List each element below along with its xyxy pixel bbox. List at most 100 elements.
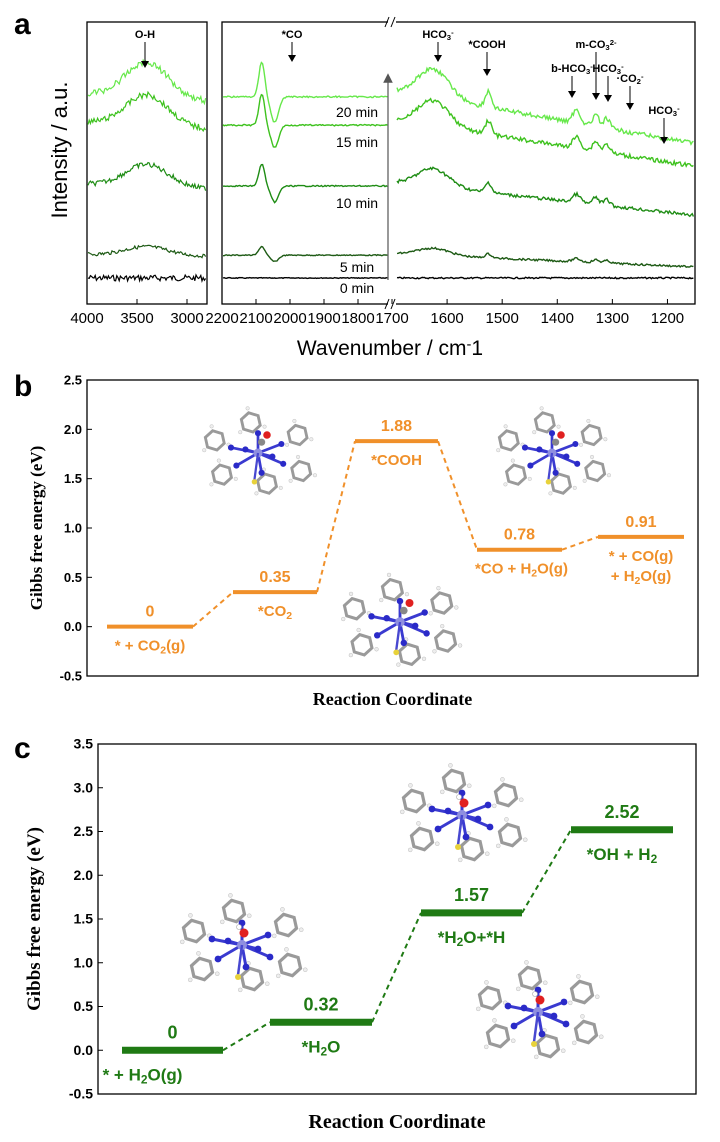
hydrogen-atom bbox=[476, 1006, 481, 1012]
phenyl-ring bbox=[497, 822, 523, 848]
spectrum-oh-15-min bbox=[87, 90, 207, 133]
panel-a: a Intensity / a.u. 4000 3500 3000 2200 2100 200… bbox=[14, 8, 696, 360]
peak-annotation: O-H bbox=[135, 29, 155, 41]
peak-arrow-head bbox=[604, 95, 612, 102]
nitrogen-atom bbox=[486, 823, 494, 831]
hydrogen-atom bbox=[284, 947, 289, 952]
hydrogen-atom bbox=[233, 476, 238, 481]
hydrogen-atom bbox=[496, 843, 501, 849]
y-tick-label: 0.5 bbox=[74, 998, 94, 1014]
phenyl-ring bbox=[533, 411, 556, 434]
hydrogen-atom bbox=[576, 974, 581, 979]
phenyl-ring bbox=[181, 918, 207, 944]
x-tick-label: 1400 bbox=[541, 310, 574, 327]
axis-break-mark bbox=[390, 16, 396, 28]
phenyl-ring bbox=[401, 788, 427, 814]
axial-bond bbox=[532, 1011, 540, 1043]
hydrogen-atom bbox=[500, 777, 505, 782]
hydrogen-atom bbox=[523, 837, 528, 842]
energy-value-label: 0.78 bbox=[504, 527, 535, 544]
phenyl-ring bbox=[504, 463, 528, 486]
x-tick-label: 4000 bbox=[70, 310, 103, 327]
nitrogen-atom bbox=[504, 1002, 512, 1010]
molecule-structure bbox=[496, 406, 611, 496]
nitrogen-atom bbox=[266, 953, 274, 961]
x-axis-label: Wavenumber / cm-1 bbox=[297, 337, 483, 360]
hydrogen-atom bbox=[236, 924, 242, 930]
transition-connector bbox=[561, 535, 599, 551]
peak-arrow-head bbox=[660, 137, 668, 144]
nitrogen-atom bbox=[278, 440, 285, 448]
peak-arrow-head bbox=[568, 91, 576, 98]
hydrogen-atom bbox=[238, 430, 243, 435]
nitrogen-atom bbox=[538, 1030, 546, 1038]
axis-break-mark bbox=[384, 298, 390, 310]
nitrogen-atom bbox=[550, 1012, 558, 1020]
hydrogen-atom bbox=[202, 448, 207, 453]
y-tick-label: 1.0 bbox=[64, 521, 82, 536]
hydrogen-atom bbox=[400, 809, 405, 815]
spectrum-co-5-min bbox=[223, 245, 388, 263]
spectrum-co-0-min bbox=[222, 276, 388, 280]
spectrum-carbonate-15-min bbox=[396, 97, 694, 168]
hydrogen-atom bbox=[456, 794, 462, 800]
hydrogen-atom bbox=[220, 919, 225, 925]
x-tick-label: 1500 bbox=[485, 310, 518, 327]
phenyl-ring bbox=[433, 629, 458, 653]
hydrogen-atom bbox=[309, 437, 314, 442]
frame-co-region bbox=[221, 21, 696, 305]
transition-connector bbox=[371, 912, 422, 1023]
sulfur-atom bbox=[393, 649, 400, 656]
hydrogen-atom bbox=[519, 797, 524, 802]
y-tick-label: 1.0 bbox=[74, 954, 94, 970]
hydrogen-atom bbox=[292, 418, 297, 423]
state-label: *CO2 bbox=[258, 603, 292, 622]
peak-annotation: HCO3- bbox=[422, 28, 454, 42]
energy-value-label: 0 bbox=[167, 1022, 177, 1042]
phenyl-ring bbox=[380, 577, 405, 602]
y-axis-label: Gibbs free energy (eV) bbox=[24, 827, 45, 1011]
panel-label-c: c bbox=[14, 732, 31, 765]
phenyl-ring bbox=[535, 1033, 561, 1059]
hydrogen-atom bbox=[436, 586, 441, 591]
hydrogen-atom bbox=[579, 442, 584, 447]
energy-value-label: 0.35 bbox=[259, 569, 290, 586]
nitrogen-atom bbox=[421, 609, 428, 616]
hydrogen-atom bbox=[295, 454, 301, 459]
nitrogen-atom bbox=[484, 801, 492, 809]
hydrogen-atom bbox=[386, 572, 392, 578]
nitrogen-atom bbox=[373, 632, 381, 639]
nitrogen-atom bbox=[552, 469, 559, 476]
x-tick-label: 3500 bbox=[120, 310, 153, 327]
hydrogen-atom bbox=[348, 652, 353, 658]
peak-annotation: b-HCO3- bbox=[551, 62, 593, 76]
hydrogen-atom bbox=[589, 454, 595, 459]
nitrogen-atom bbox=[258, 469, 265, 476]
hydrogen-atom bbox=[348, 591, 354, 597]
energy-value-label: 0.32 bbox=[303, 994, 338, 1014]
axis-break-mark bbox=[390, 298, 396, 310]
oxygen-atom bbox=[263, 431, 271, 439]
hydrogen-atom bbox=[492, 1018, 497, 1023]
nitrogen-atom bbox=[400, 639, 408, 647]
series-label: 20 min bbox=[336, 104, 378, 120]
axial-bond bbox=[395, 621, 402, 651]
axial-bond bbox=[456, 814, 464, 846]
molecule-structure bbox=[400, 763, 528, 863]
molecule-structure bbox=[180, 893, 308, 993]
state-label: * + H2O(g) bbox=[103, 1065, 183, 1086]
nitrogen-atom bbox=[224, 937, 232, 945]
y-tick-label: -0.5 bbox=[69, 1086, 93, 1102]
nitrogen-atom bbox=[396, 597, 404, 605]
peak-annotation: ·CO2- bbox=[616, 72, 643, 86]
carbon-atom bbox=[400, 606, 408, 615]
hydrogen-atom bbox=[247, 913, 252, 918]
panel-label-a: a bbox=[14, 8, 31, 41]
series-label: 5 min bbox=[340, 259, 374, 275]
state-label: *COOH bbox=[371, 452, 422, 469]
x-tick-label: 1800 bbox=[341, 310, 374, 327]
peak-arrow-head bbox=[626, 103, 634, 110]
spectrum-oh-5-min bbox=[87, 244, 207, 259]
nitrogen-atom bbox=[227, 444, 235, 451]
